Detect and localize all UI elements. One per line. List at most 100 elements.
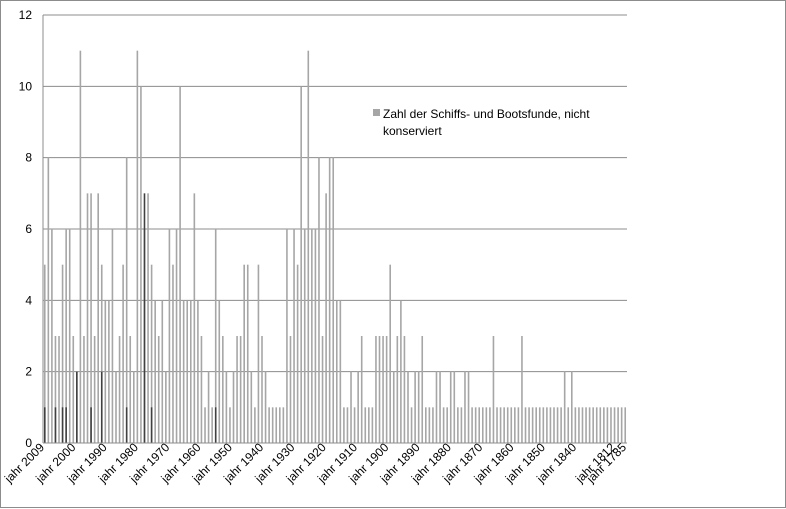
bar xyxy=(293,229,295,443)
bar xyxy=(368,407,370,443)
bar-secondary xyxy=(90,407,92,443)
bar xyxy=(535,407,537,443)
bar xyxy=(321,336,324,443)
bar xyxy=(246,264,249,443)
bar xyxy=(115,371,117,443)
bar xyxy=(68,229,71,443)
bar xyxy=(289,336,292,443)
bar xyxy=(446,407,448,443)
gridlines xyxy=(43,14,627,373)
y-tick-label: 6 xyxy=(25,222,32,236)
axes xyxy=(42,15,627,444)
bar xyxy=(275,407,278,443)
bar xyxy=(610,407,612,443)
bar xyxy=(485,407,488,443)
bar xyxy=(496,407,498,443)
bar xyxy=(211,407,213,443)
bar xyxy=(72,336,75,443)
bar xyxy=(239,336,242,443)
bar xyxy=(325,193,327,443)
bar xyxy=(54,336,57,443)
bar xyxy=(432,407,434,443)
bar xyxy=(378,336,381,443)
bar xyxy=(189,300,192,443)
bar xyxy=(61,264,64,443)
bar xyxy=(343,407,345,443)
bar xyxy=(79,50,82,444)
bar xyxy=(136,50,139,444)
bar xyxy=(606,407,609,443)
bar xyxy=(165,371,167,443)
bar xyxy=(492,336,495,443)
bar xyxy=(453,371,456,443)
bar xyxy=(271,407,274,443)
bar xyxy=(499,407,502,443)
bar xyxy=(410,407,413,443)
bar xyxy=(207,371,210,443)
bar xyxy=(514,407,516,443)
bar xyxy=(581,407,584,443)
legend: Zahl der Schiffs- und Bootsfunde, nicht … xyxy=(373,107,590,138)
bar-secondary xyxy=(43,407,46,443)
bar xyxy=(439,371,441,443)
bar xyxy=(154,300,156,443)
bar xyxy=(150,264,153,443)
bar xyxy=(360,336,363,443)
bar xyxy=(314,229,317,443)
bar xyxy=(43,264,46,443)
bar xyxy=(108,300,110,443)
bar xyxy=(97,193,99,443)
bar xyxy=(118,336,121,443)
bar xyxy=(542,407,545,443)
bar xyxy=(307,50,310,444)
bar xyxy=(83,336,85,443)
bar xyxy=(303,229,306,443)
bar xyxy=(243,264,245,443)
bar xyxy=(467,371,470,443)
bar xyxy=(93,336,96,443)
bar xyxy=(161,300,164,443)
bar xyxy=(222,336,224,443)
bar xyxy=(133,371,135,443)
bar xyxy=(125,157,128,444)
bar xyxy=(585,407,587,443)
bar xyxy=(489,407,491,443)
bar xyxy=(417,371,420,443)
bar xyxy=(236,336,238,443)
bar xyxy=(464,371,466,443)
bar xyxy=(268,407,270,443)
bar xyxy=(147,193,149,443)
bar xyxy=(140,86,142,443)
bar xyxy=(407,371,409,443)
bar xyxy=(300,86,302,443)
bar xyxy=(449,371,452,443)
bar xyxy=(296,264,299,443)
bar xyxy=(599,407,602,443)
bar xyxy=(186,300,189,443)
bar xyxy=(531,407,534,443)
bar xyxy=(425,407,427,443)
bar xyxy=(474,407,477,443)
bar xyxy=(250,371,253,443)
bar xyxy=(553,407,555,443)
bar-secondary xyxy=(125,407,128,443)
bar xyxy=(396,336,399,443)
bar xyxy=(457,407,459,443)
bar xyxy=(414,371,416,443)
bar xyxy=(214,229,217,443)
bar xyxy=(182,300,185,443)
y-tick-label: 2 xyxy=(25,365,32,379)
bar-secondary xyxy=(150,407,153,443)
legend-label-line1: Zahl der Schiffs- und Bootsfunde, nicht xyxy=(383,107,590,121)
bar xyxy=(478,407,481,443)
bar xyxy=(435,371,438,443)
bar xyxy=(567,407,570,443)
bar xyxy=(538,407,541,443)
bar xyxy=(328,157,331,444)
bar xyxy=(200,336,203,443)
bar xyxy=(588,407,591,443)
bar xyxy=(90,193,92,443)
legend-label-line2: konserviert xyxy=(383,124,442,138)
